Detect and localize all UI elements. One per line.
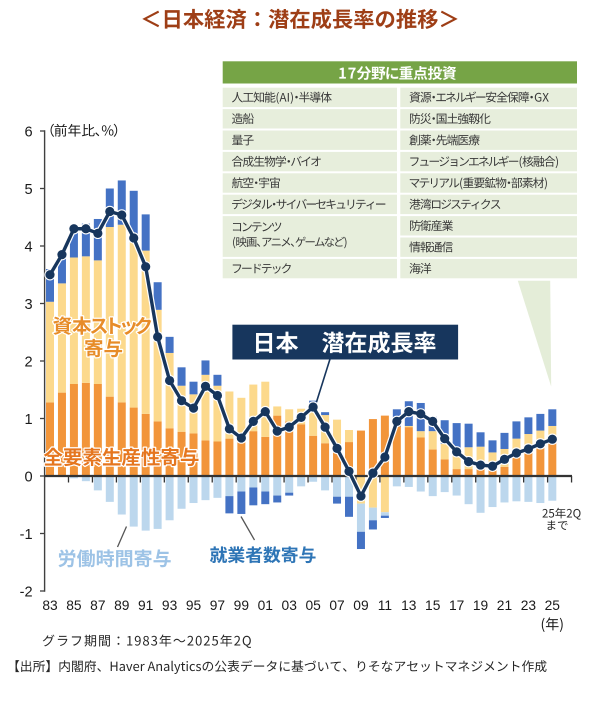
svg-text:15: 15: [425, 598, 441, 613]
svg-text:99: 99: [234, 598, 250, 613]
svg-text:91: 91: [138, 598, 153, 613]
svg-text:21: 21: [497, 598, 512, 613]
svg-text:3: 3: [24, 297, 32, 313]
svg-text:95: 95: [186, 598, 202, 613]
svg-text:0: 0: [24, 469, 32, 485]
svg-text:19: 19: [473, 598, 489, 613]
svg-text:-2: -2: [20, 584, 33, 600]
svg-text:87: 87: [90, 598, 105, 613]
svg-text:05: 05: [305, 598, 321, 613]
svg-text:11: 11: [378, 598, 392, 613]
svg-text:01: 01: [258, 598, 273, 613]
svg-text:17: 17: [449, 598, 464, 613]
svg-text:-1: -1: [20, 527, 33, 543]
svg-text:2: 2: [24, 354, 32, 370]
svg-text:03: 03: [282, 598, 298, 613]
svg-text:5: 5: [24, 182, 32, 198]
svg-text:6: 6: [24, 124, 32, 140]
svg-text:1: 1: [24, 412, 32, 428]
svg-text:83: 83: [42, 598, 58, 613]
svg-text:85: 85: [66, 598, 82, 613]
svg-text:13: 13: [401, 598, 417, 613]
svg-text:89: 89: [114, 598, 130, 613]
svg-text:23: 23: [521, 598, 537, 613]
svg-text:09: 09: [353, 598, 369, 613]
svg-text:97: 97: [210, 598, 225, 613]
svg-text:93: 93: [162, 598, 178, 613]
svg-text:4: 4: [24, 239, 32, 255]
svg-text:25: 25: [545, 598, 561, 613]
svg-text:07: 07: [329, 598, 344, 613]
